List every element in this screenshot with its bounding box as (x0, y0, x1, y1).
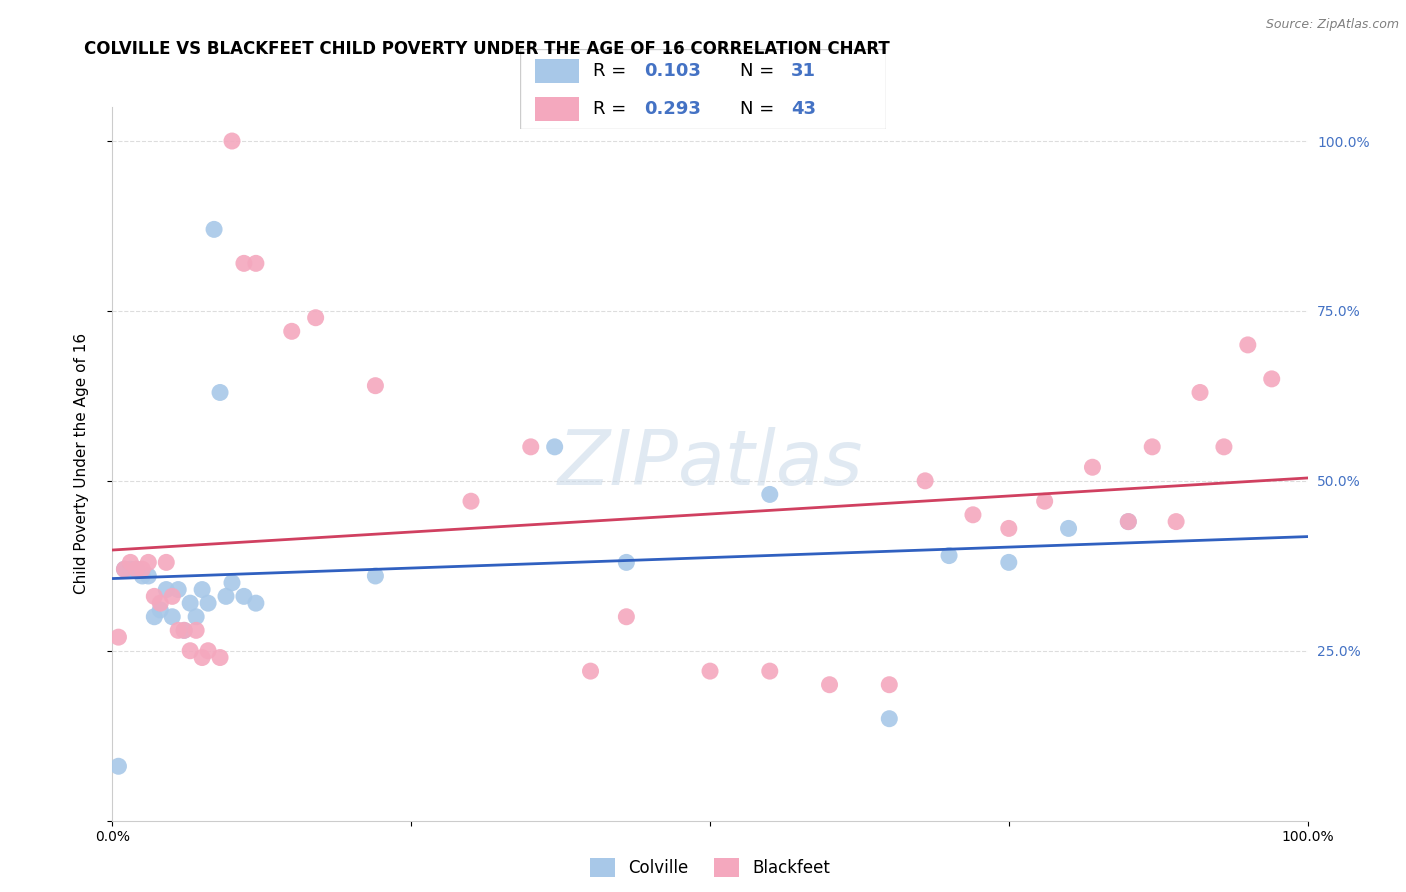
Point (202, 222, 225, 236)
Point (162, 609, 183, 624)
Text: N =: N = (740, 100, 779, 119)
Point (818, 678, 841, 692)
Text: R =: R = (593, 100, 633, 119)
Point (1189, 385, 1212, 400)
Text: Source: ZipAtlas.com: Source: ZipAtlas.com (1265, 18, 1399, 31)
Point (155, 555, 177, 569)
Point (167, 624, 190, 638)
Point (543, 440, 565, 454)
Point (962, 508, 984, 522)
Point (1116, 515, 1139, 529)
Legend: Colville, Blackfeet: Colville, Blackfeet (583, 852, 837, 884)
Point (998, 521, 1021, 535)
FancyBboxPatch shape (534, 59, 579, 83)
Point (173, 624, 195, 638)
Point (131, 569, 153, 583)
Point (114, 562, 135, 576)
Point (460, 494, 482, 508)
Text: ZIPatlas: ZIPatlas (557, 427, 863, 500)
Point (1140, 440, 1163, 454)
Point (245, 256, 267, 270)
Point (138, 569, 160, 583)
Point (197, 644, 219, 658)
Point (155, 582, 177, 597)
Point (208, 385, 231, 400)
Point (114, 562, 135, 576)
Point (1260, 372, 1282, 386)
Point (281, 324, 304, 338)
Point (197, 596, 219, 610)
Point (614, 555, 637, 569)
Point (699, 664, 721, 678)
Text: 31: 31 (790, 62, 815, 79)
Point (759, 487, 782, 501)
Point (221, 575, 243, 590)
Point (138, 555, 160, 569)
Point (520, 440, 543, 454)
Point (1116, 515, 1139, 529)
FancyBboxPatch shape (520, 49, 886, 129)
Point (125, 562, 148, 576)
Point (107, 630, 129, 644)
Point (1081, 460, 1104, 475)
Point (131, 562, 153, 576)
Point (191, 582, 214, 597)
Point (759, 664, 782, 678)
Text: 0.103: 0.103 (644, 62, 702, 79)
Point (221, 134, 243, 148)
Point (579, 664, 602, 678)
Point (364, 378, 387, 392)
Point (877, 678, 900, 692)
Point (120, 555, 142, 569)
Point (143, 609, 166, 624)
Point (914, 474, 936, 488)
Point (1212, 440, 1236, 454)
Point (173, 624, 195, 638)
Point (107, 759, 129, 773)
Text: 0.293: 0.293 (644, 100, 702, 119)
Point (149, 603, 172, 617)
Point (232, 590, 256, 604)
Point (1237, 338, 1260, 352)
FancyBboxPatch shape (534, 97, 579, 121)
Point (125, 562, 148, 576)
Point (208, 650, 231, 665)
Point (304, 310, 326, 325)
Point (1164, 515, 1187, 529)
Point (364, 569, 387, 583)
Point (162, 590, 183, 604)
Point (167, 582, 190, 597)
Point (1057, 521, 1080, 535)
Point (186, 624, 208, 638)
Y-axis label: Child Poverty Under the Age of 16: Child Poverty Under the Age of 16 (75, 334, 89, 594)
Point (938, 549, 960, 563)
Text: R =: R = (593, 62, 633, 79)
Point (215, 590, 238, 604)
Text: N =: N = (740, 62, 779, 79)
Point (149, 596, 172, 610)
Point (120, 562, 142, 576)
Point (179, 644, 201, 658)
Point (877, 712, 900, 726)
Point (143, 590, 166, 604)
Point (998, 555, 1021, 569)
Text: COLVILLE VS BLACKFEET CHILD POVERTY UNDER THE AGE OF 16 CORRELATION CHART: COLVILLE VS BLACKFEET CHILD POVERTY UNDE… (84, 40, 890, 58)
Point (614, 609, 637, 624)
Point (179, 596, 201, 610)
Point (232, 256, 256, 270)
Point (245, 596, 267, 610)
Point (191, 650, 214, 665)
Text: 43: 43 (790, 100, 815, 119)
Point (1033, 494, 1056, 508)
Point (186, 609, 208, 624)
